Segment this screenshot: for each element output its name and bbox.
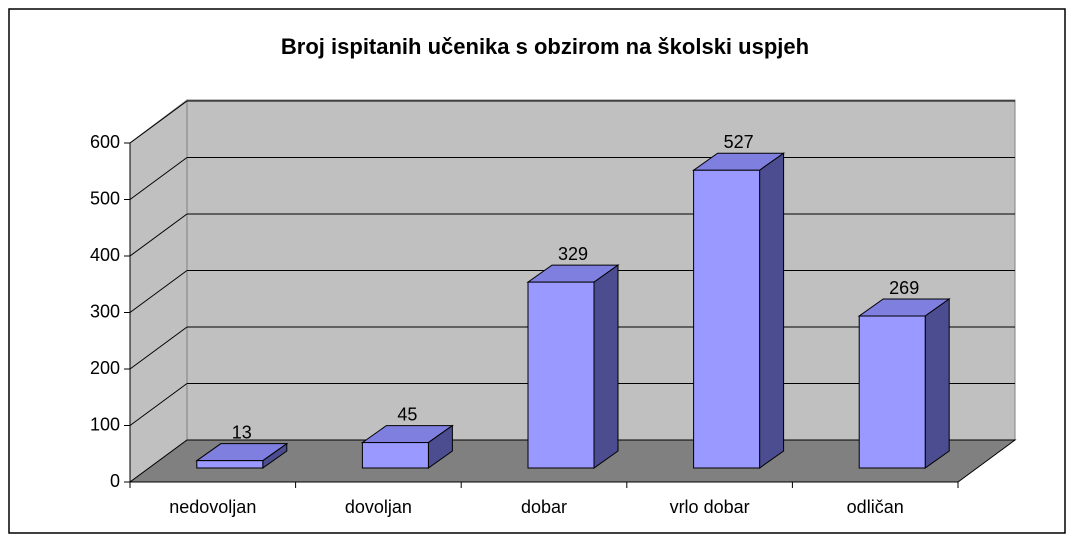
- x-tick-label: odličan: [847, 497, 904, 517]
- bar-side: [759, 152, 785, 469]
- y-tick-label: 200: [90, 358, 120, 378]
- bar: [361, 442, 429, 469]
- y-tick-label: 100: [90, 414, 120, 434]
- grid-line: [129, 213, 188, 257]
- value-label: 45: [397, 404, 417, 424]
- value-label: 329: [558, 244, 588, 264]
- bar: [527, 281, 595, 469]
- y-tick-label: 500: [90, 188, 120, 208]
- grid-line: [129, 326, 188, 370]
- value-label: 269: [889, 278, 919, 298]
- value-label: 13: [232, 422, 252, 442]
- y-tick-label: 0: [110, 471, 120, 491]
- x-tick-label: nedovoljan: [169, 497, 256, 517]
- bar-side: [924, 298, 950, 469]
- bar-side: [593, 264, 619, 469]
- grid-line: [129, 383, 188, 426]
- chart-title: Broj ispitanih učenika s obzirom na škol…: [281, 34, 809, 59]
- y-tick-label: 600: [90, 132, 120, 152]
- grid-line: [129, 100, 188, 144]
- bar: [693, 169, 761, 469]
- value-label: 527: [724, 132, 754, 152]
- y-tick-label: 300: [90, 301, 120, 321]
- x-tick-label: vrlo dobar: [670, 497, 750, 517]
- bar: [858, 315, 926, 469]
- grid-line: [129, 270, 188, 313]
- x-tick-label: dobar: [521, 497, 567, 517]
- y-tick-label: 400: [90, 245, 120, 265]
- bar: [196, 460, 264, 469]
- x-tick-label: dovoljan: [345, 497, 412, 517]
- grid-line: [129, 157, 188, 200]
